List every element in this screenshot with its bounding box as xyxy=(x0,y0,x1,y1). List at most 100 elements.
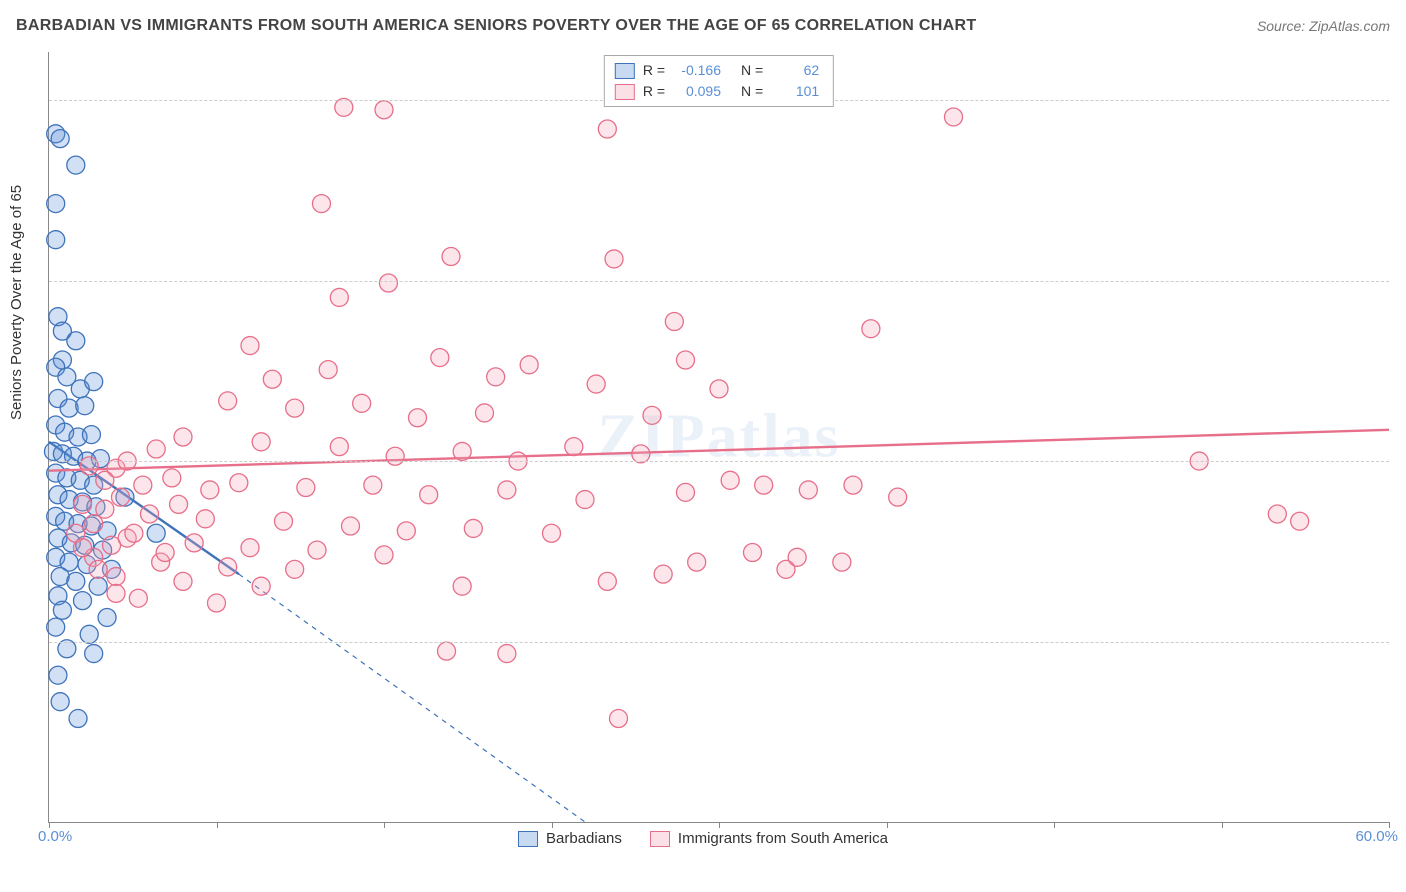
legend-n-val: 101 xyxy=(773,81,819,102)
y-tick-label: 22.5% xyxy=(1395,272,1406,289)
data-point xyxy=(375,101,393,119)
data-point xyxy=(755,476,773,494)
data-point xyxy=(386,447,404,465)
data-point xyxy=(49,666,67,684)
data-point xyxy=(364,476,382,494)
data-point xyxy=(47,231,65,249)
data-point xyxy=(379,274,397,292)
data-point xyxy=(67,156,85,174)
data-point xyxy=(85,373,103,391)
series-legend: Barbadians Immigrants from South America xyxy=(0,830,1406,847)
stats-legend-row: R = -0.166 N = 62 xyxy=(615,60,819,81)
data-point xyxy=(107,568,125,586)
stats-legend-row: R =0.095N =101 xyxy=(615,81,819,102)
data-point xyxy=(833,553,851,571)
data-point xyxy=(163,469,181,487)
data-point xyxy=(710,380,728,398)
data-point xyxy=(605,250,623,268)
data-point xyxy=(107,584,125,602)
data-point xyxy=(420,486,438,504)
data-point xyxy=(141,505,159,523)
legend-label: Barbadians xyxy=(546,830,622,847)
data-point xyxy=(576,491,594,509)
data-point xyxy=(241,539,259,557)
data-point xyxy=(53,601,71,619)
legend-r-key: R = xyxy=(643,60,665,81)
source-label: Source: ZipAtlas.com xyxy=(1257,18,1390,34)
legend-n-key: N = xyxy=(741,60,763,81)
data-point xyxy=(156,544,174,562)
data-point xyxy=(476,404,494,422)
data-point xyxy=(788,548,806,566)
data-point xyxy=(498,481,516,499)
data-point xyxy=(464,519,482,537)
data-point xyxy=(1291,512,1309,530)
data-point xyxy=(51,693,69,711)
data-point xyxy=(147,524,165,542)
data-point xyxy=(498,645,516,663)
data-point xyxy=(286,399,304,417)
data-point xyxy=(174,572,192,590)
data-point xyxy=(67,332,85,350)
legend-swatch xyxy=(615,84,635,100)
data-point xyxy=(799,481,817,499)
data-point xyxy=(677,351,695,369)
data-point xyxy=(438,642,456,660)
data-point xyxy=(598,120,616,138)
data-point xyxy=(47,618,65,636)
data-point xyxy=(862,320,880,338)
data-point xyxy=(219,558,237,576)
data-point xyxy=(889,488,907,506)
legend-r-val: 0.095 xyxy=(675,81,721,102)
data-point xyxy=(1268,505,1286,523)
data-point xyxy=(80,457,98,475)
legend-swatch xyxy=(615,63,635,79)
data-point xyxy=(397,522,415,540)
data-point xyxy=(98,608,116,626)
data-point xyxy=(89,577,107,595)
data-point xyxy=(610,710,628,728)
trend-line-dashed xyxy=(239,574,585,822)
data-point xyxy=(312,195,330,213)
trend-line xyxy=(49,430,1389,471)
data-point xyxy=(252,433,270,451)
legend-item: Immigrants from South America xyxy=(650,830,888,847)
legend-r-val: -0.166 xyxy=(675,60,721,81)
data-point xyxy=(129,589,147,607)
y-tick-label: 7.5% xyxy=(1395,633,1406,650)
data-point xyxy=(665,313,683,331)
legend-swatch xyxy=(650,831,670,847)
gridline-h xyxy=(49,461,1389,462)
data-point xyxy=(643,406,661,424)
data-point xyxy=(744,544,762,562)
data-point xyxy=(51,130,69,148)
data-point xyxy=(263,370,281,388)
legend-n-val: 62 xyxy=(773,60,819,81)
data-point xyxy=(286,560,304,578)
data-point xyxy=(219,392,237,410)
data-point xyxy=(185,534,203,552)
data-point xyxy=(721,471,739,489)
data-point xyxy=(297,479,315,497)
data-point xyxy=(82,426,100,444)
data-point xyxy=(47,195,65,213)
data-point xyxy=(308,541,326,559)
data-point xyxy=(453,577,471,595)
chart-plot-area: ZIPatlas R =-0.166N =62R =0.095N =101 7.… xyxy=(48,52,1389,823)
data-point xyxy=(196,510,214,528)
data-point xyxy=(677,483,695,501)
data-point xyxy=(74,592,92,610)
y-tick-label: 30.0% xyxy=(1395,92,1406,109)
gridline-h xyxy=(49,281,1389,282)
data-point xyxy=(330,288,348,306)
data-point xyxy=(598,572,616,590)
data-point xyxy=(76,397,94,415)
data-point xyxy=(170,495,188,513)
data-point xyxy=(201,481,219,499)
data-point xyxy=(520,356,538,374)
data-point xyxy=(252,577,270,595)
data-point xyxy=(147,440,165,458)
data-point xyxy=(543,524,561,542)
data-point xyxy=(174,428,192,446)
data-point xyxy=(319,361,337,379)
